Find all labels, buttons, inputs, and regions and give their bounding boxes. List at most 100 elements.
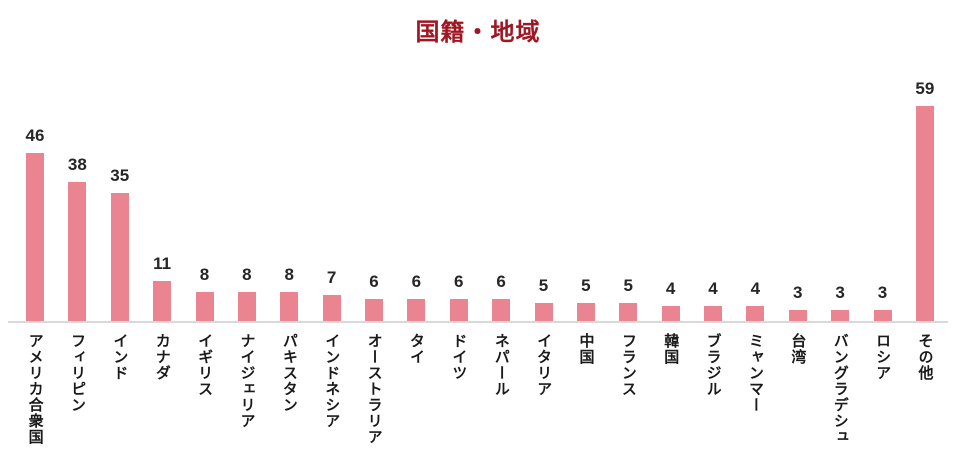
bar bbox=[831, 310, 850, 321]
category-label: ナイジェリア bbox=[238, 333, 256, 429]
category-label-area: その他 bbox=[916, 321, 934, 381]
category-label: ロシア bbox=[874, 333, 892, 381]
category-label: パキスタン bbox=[280, 333, 298, 413]
category-label-area: 台湾 bbox=[789, 321, 806, 365]
category-label-area: ネパール bbox=[493, 321, 510, 397]
category-label-area: カナダ bbox=[154, 321, 171, 381]
bar bbox=[365, 299, 383, 321]
bar bbox=[195, 292, 214, 321]
bar-area: 3 bbox=[831, 60, 850, 321]
category-label: ブラジル bbox=[704, 333, 722, 397]
bar-column: 5 フランス bbox=[607, 60, 649, 475]
bar-column: 38 フィリピン bbox=[56, 60, 98, 475]
value-label: 6 bbox=[369, 272, 379, 291]
category-label: 韓国 bbox=[662, 333, 680, 365]
bar bbox=[873, 310, 892, 321]
value-label: 8 bbox=[242, 265, 252, 284]
bar bbox=[576, 303, 595, 321]
bar-area: 5 bbox=[576, 60, 595, 321]
category-label-area: インド bbox=[111, 321, 128, 381]
bar-column: 59 その他 bbox=[904, 60, 946, 475]
value-label: 7 bbox=[326, 268, 337, 287]
value-label: 4 bbox=[750, 279, 761, 298]
bar-column: 5 イタリア bbox=[523, 60, 565, 475]
category-label-area: バングラデシュ bbox=[832, 321, 849, 445]
value-label: 38 bbox=[67, 155, 87, 174]
bar-area: 3 bbox=[788, 60, 807, 321]
category-label: フランス bbox=[619, 333, 637, 397]
category-label: イギリス bbox=[196, 333, 214, 397]
category-label: カナダ bbox=[153, 333, 171, 381]
bar bbox=[915, 106, 934, 321]
bar bbox=[492, 299, 511, 321]
bar-area: 38 bbox=[68, 60, 87, 321]
category-label-area: アメリカ合衆国 bbox=[26, 321, 44, 445]
category-label-area: ブラジル bbox=[704, 321, 722, 397]
chart-title: 国籍・地域 bbox=[415, 19, 541, 46]
bar-area: 46 bbox=[25, 60, 45, 321]
bar-area: 4 bbox=[661, 60, 680, 321]
bar-area: 6 bbox=[365, 60, 383, 321]
value-label: 8 bbox=[199, 265, 210, 284]
category-label-area: パキスタン bbox=[281, 321, 298, 413]
bar-column: 8 パキスタン bbox=[268, 60, 310, 475]
bar-column: 8 イギリス bbox=[184, 60, 226, 475]
value-label: 5 bbox=[623, 276, 633, 295]
columns: 46 アメリカ合衆国 38 フィリピン 35 インド 11 カナダ 8 イギリス 8 ナイジェリア 8 パ… bbox=[14, 60, 946, 475]
bar-column: 3 台湾 bbox=[777, 60, 819, 475]
bar-area: 5 bbox=[534, 60, 553, 321]
bar-column: 6 オーストラリア bbox=[353, 60, 395, 475]
category-label: ミャンマー bbox=[747, 333, 764, 413]
value-label: 3 bbox=[835, 283, 845, 302]
bar bbox=[110, 193, 129, 321]
bar bbox=[746, 306, 765, 321]
bar-column: 4 韓国 bbox=[650, 60, 692, 475]
x-axis-line bbox=[8, 321, 948, 323]
bar-area: 59 bbox=[915, 60, 934, 321]
bar bbox=[153, 281, 172, 321]
category-label-area: ミャンマー bbox=[747, 321, 764, 413]
category-label: ドイツ bbox=[450, 333, 468, 381]
category-label-area: インドネシア bbox=[323, 321, 340, 429]
category-label: 台湾 bbox=[789, 333, 807, 365]
category-label-area: イギリス bbox=[196, 321, 213, 397]
bar-column: 8 ナイジェリア bbox=[226, 60, 268, 475]
value-label: 11 bbox=[153, 254, 172, 273]
category-label: インド bbox=[111, 333, 129, 381]
bar-column: 5 中国 bbox=[565, 60, 607, 475]
bar-area: 4 bbox=[746, 60, 765, 321]
bar-area: 7 bbox=[322, 60, 341, 321]
value-label: 46 bbox=[25, 126, 45, 145]
category-label: イタリア bbox=[535, 333, 553, 397]
value-label: 3 bbox=[877, 283, 888, 302]
category-label-area: フィリピン bbox=[69, 321, 86, 413]
category-label: その他 bbox=[916, 333, 934, 381]
category-label: バングラデシュ bbox=[831, 333, 849, 445]
bar-area: 5 bbox=[619, 60, 638, 321]
category-label-area: ドイツ bbox=[450, 321, 467, 381]
category-label: オーストラリア bbox=[365, 333, 383, 445]
bar bbox=[322, 295, 341, 321]
value-label: 5 bbox=[538, 276, 549, 295]
bar-area: 6 bbox=[407, 60, 426, 321]
value-label: 59 bbox=[915, 79, 935, 98]
bar-column: 6 タイ bbox=[395, 60, 437, 475]
bar bbox=[407, 299, 426, 321]
value-label: 4 bbox=[708, 279, 718, 298]
value-label: 3 bbox=[793, 283, 803, 302]
bar-area: 11 bbox=[153, 60, 172, 321]
value-label: 6 bbox=[454, 272, 464, 291]
value-label: 8 bbox=[284, 265, 294, 284]
category-label-area: 韓国 bbox=[662, 321, 679, 365]
bar bbox=[25, 153, 44, 321]
bar-area: 8 bbox=[237, 60, 256, 321]
bar bbox=[237, 292, 256, 321]
bar bbox=[534, 303, 553, 321]
bar-column: 4 ブラジル bbox=[692, 60, 734, 475]
bar bbox=[449, 299, 468, 321]
value-label: 4 bbox=[665, 279, 676, 298]
category-label: インドネシア bbox=[323, 333, 341, 429]
category-label: タイ bbox=[408, 333, 425, 365]
category-label: ネパール bbox=[492, 333, 510, 397]
